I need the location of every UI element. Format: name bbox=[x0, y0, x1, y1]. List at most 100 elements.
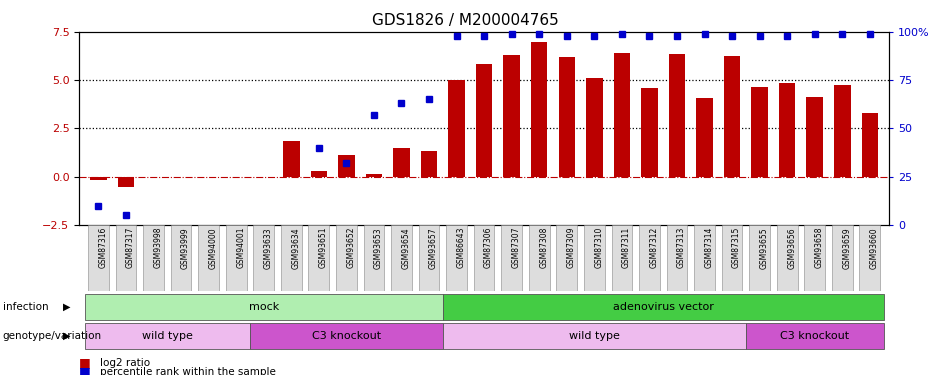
Text: GSM87306: GSM87306 bbox=[484, 227, 493, 268]
Text: GSM93655: GSM93655 bbox=[760, 227, 769, 268]
Bar bbox=[749, 225, 770, 291]
Bar bbox=[117, 177, 134, 188]
Bar bbox=[115, 225, 136, 291]
Bar bbox=[668, 54, 685, 177]
Bar bbox=[834, 85, 851, 177]
Bar bbox=[476, 64, 492, 177]
Bar bbox=[612, 225, 632, 291]
Bar bbox=[559, 57, 575, 177]
Text: GSM87310: GSM87310 bbox=[594, 227, 603, 268]
Text: GSM93657: GSM93657 bbox=[429, 227, 438, 268]
Bar bbox=[311, 171, 327, 177]
Bar bbox=[421, 151, 438, 177]
Bar bbox=[283, 141, 300, 177]
Bar bbox=[85, 294, 443, 320]
Text: GSM87316: GSM87316 bbox=[99, 227, 107, 268]
Text: GSM93634: GSM93634 bbox=[291, 227, 301, 268]
Bar bbox=[253, 225, 274, 291]
Bar bbox=[90, 177, 107, 180]
Text: GSM93656: GSM93656 bbox=[788, 227, 796, 268]
Text: GSM93651: GSM93651 bbox=[318, 227, 328, 268]
Text: GSM87317: GSM87317 bbox=[126, 227, 135, 268]
Bar bbox=[722, 225, 742, 291]
Bar bbox=[198, 225, 219, 291]
Text: percentile rank within the sample: percentile rank within the sample bbox=[100, 367, 276, 375]
Bar bbox=[776, 225, 798, 291]
Bar bbox=[226, 225, 247, 291]
Bar bbox=[751, 87, 768, 177]
Text: log2 ratio: log2 ratio bbox=[100, 358, 150, 368]
Text: GSM93654: GSM93654 bbox=[401, 227, 411, 268]
Text: ▶: ▶ bbox=[63, 302, 71, 312]
Bar bbox=[364, 225, 385, 291]
Bar bbox=[250, 323, 443, 349]
Bar bbox=[443, 294, 884, 320]
Text: GSM87309: GSM87309 bbox=[567, 227, 575, 268]
Text: GSM87314: GSM87314 bbox=[705, 227, 713, 268]
Bar bbox=[338, 156, 355, 177]
Bar bbox=[639, 225, 660, 291]
Bar bbox=[85, 323, 250, 349]
Bar bbox=[832, 225, 853, 291]
Bar bbox=[393, 148, 410, 177]
Bar bbox=[501, 225, 522, 291]
Bar bbox=[281, 225, 302, 291]
Text: GSM87311: GSM87311 bbox=[622, 227, 631, 268]
Bar bbox=[861, 113, 878, 177]
Bar bbox=[804, 225, 825, 291]
Bar bbox=[170, 225, 192, 291]
Bar bbox=[529, 225, 549, 291]
Text: GSM94001: GSM94001 bbox=[236, 227, 245, 268]
Text: GSM87313: GSM87313 bbox=[677, 227, 686, 268]
Bar bbox=[584, 225, 604, 291]
Bar bbox=[641, 88, 657, 177]
Text: genotype/variation: genotype/variation bbox=[3, 331, 101, 341]
Text: mock: mock bbox=[249, 302, 279, 312]
Text: GSM93999: GSM93999 bbox=[181, 227, 190, 268]
Bar bbox=[88, 225, 109, 291]
Bar bbox=[557, 225, 577, 291]
Bar bbox=[667, 225, 687, 291]
Text: GSM93660: GSM93660 bbox=[870, 227, 879, 268]
Bar bbox=[531, 42, 547, 177]
Bar bbox=[391, 225, 412, 291]
Bar bbox=[859, 225, 880, 291]
Text: GDS1826 / M200004765: GDS1826 / M200004765 bbox=[372, 13, 559, 28]
Text: GSM93653: GSM93653 bbox=[374, 227, 383, 268]
Bar bbox=[806, 97, 823, 177]
Text: GSM93652: GSM93652 bbox=[346, 227, 356, 268]
Bar bbox=[695, 225, 715, 291]
Text: GSM87308: GSM87308 bbox=[539, 227, 548, 268]
Bar bbox=[449, 80, 465, 177]
Bar bbox=[446, 225, 467, 291]
Text: GSM94000: GSM94000 bbox=[209, 227, 218, 268]
Bar bbox=[308, 225, 330, 291]
Bar bbox=[614, 53, 630, 177]
Bar bbox=[746, 323, 884, 349]
Bar bbox=[443, 323, 746, 349]
Text: GSM87307: GSM87307 bbox=[512, 227, 520, 268]
Bar bbox=[723, 56, 740, 177]
Bar bbox=[586, 78, 602, 177]
Bar bbox=[696, 98, 713, 177]
Bar bbox=[419, 225, 439, 291]
Bar bbox=[474, 225, 494, 291]
Text: ▶: ▶ bbox=[63, 331, 71, 341]
Text: wild type: wild type bbox=[142, 331, 193, 341]
Text: C3 knockout: C3 knockout bbox=[312, 331, 381, 341]
Bar bbox=[336, 225, 357, 291]
Bar bbox=[779, 83, 795, 177]
Text: GSM87312: GSM87312 bbox=[650, 227, 658, 268]
Text: ■: ■ bbox=[79, 357, 91, 369]
Bar bbox=[143, 225, 164, 291]
Text: GSM93633: GSM93633 bbox=[263, 227, 273, 268]
Text: GSM86643: GSM86643 bbox=[456, 227, 466, 268]
Bar bbox=[504, 55, 519, 177]
Bar bbox=[366, 174, 383, 177]
Text: adenovirus vector: adenovirus vector bbox=[613, 302, 714, 312]
Text: wild type: wild type bbox=[569, 331, 620, 341]
Text: GSM93658: GSM93658 bbox=[815, 227, 824, 268]
Text: C3 knockout: C3 knockout bbox=[780, 331, 849, 341]
Text: ■: ■ bbox=[79, 366, 91, 375]
Text: GSM93998: GSM93998 bbox=[154, 227, 163, 268]
